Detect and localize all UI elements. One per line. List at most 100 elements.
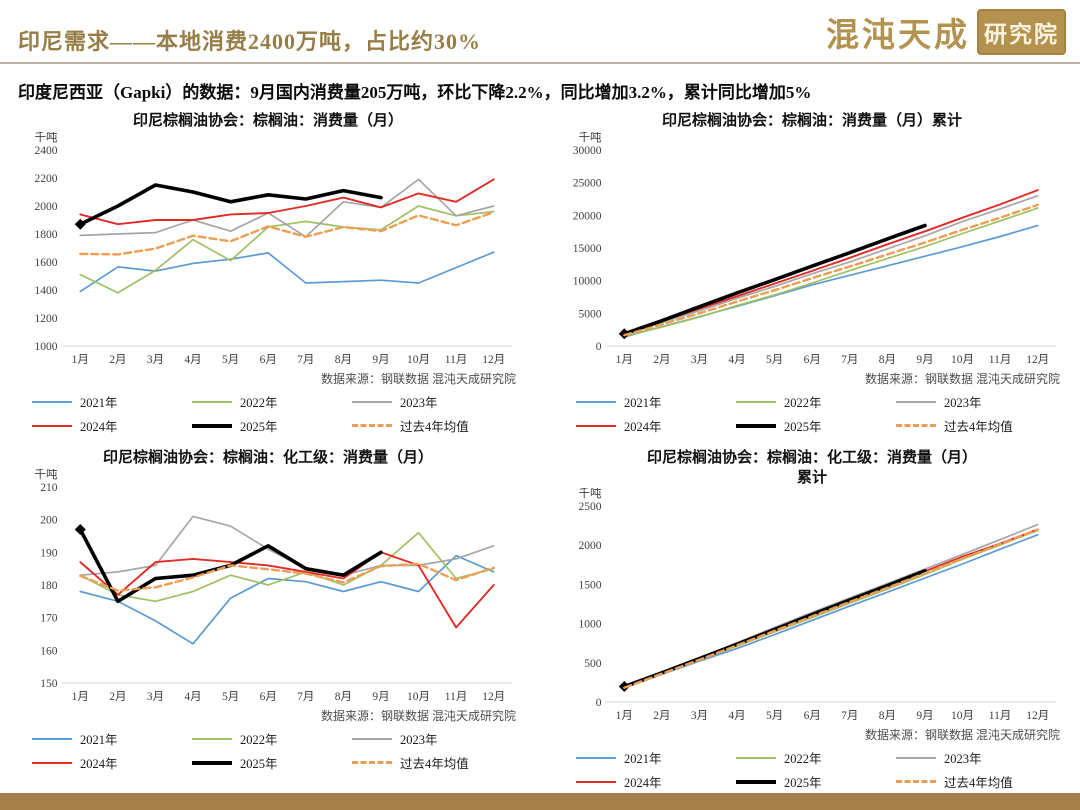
svg-text:10月: 10月 (407, 691, 430, 703)
svg-text:10000: 10000 (573, 276, 602, 288)
svg-text:5月: 5月 (766, 354, 783, 366)
svg-text:10月: 10月 (951, 354, 974, 366)
legend-line-sample (736, 423, 776, 428)
legend-line-sample (352, 400, 392, 403)
svg-text:30000: 30000 (573, 145, 602, 157)
legend-line-sample (736, 756, 776, 759)
svg-text:4月: 4月 (184, 354, 201, 366)
svg-text:9月: 9月 (372, 354, 389, 366)
legend-label: 2022年 (784, 396, 822, 410)
legend-label: 2023年 (944, 752, 982, 766)
svg-text:5月: 5月 (766, 710, 783, 722)
chart-cumulative-consumption: 印尼棕榈油协会：棕榈油：消费量（月）累计 千吨 0 5000 10000 15000 20… (558, 112, 1066, 435)
svg-text:7月: 7月 (841, 354, 858, 366)
svg-text:1500: 1500 (579, 579, 602, 591)
page-title: 印尼需求——本地消费2400万吨，占比约30% (18, 29, 482, 54)
svg-text:千吨: 千吨 (579, 488, 602, 500)
chart-title: 印尼棕榈油协会：棕榈油：化工级：消费量（月） 累计 (646, 450, 977, 486)
legend-line-sample (192, 423, 232, 428)
svg-text:11月: 11月 (445, 691, 468, 703)
legend-item-2022年: 2022年 (192, 392, 344, 411)
legend-item-2023年: 2023年 (896, 748, 1048, 767)
legend-line-sample (576, 400, 616, 403)
legend-item-2025年: 2025年 (736, 772, 888, 791)
svg-text:3月: 3月 (147, 354, 164, 366)
svg-text:20000: 20000 (573, 210, 602, 222)
legend-item-过去4年均值: 过去4年均值 (896, 416, 1048, 435)
legend-line-sample (352, 737, 392, 740)
svg-text:千吨: 千吨 (579, 132, 602, 144)
legend-label: 2021年 (80, 733, 118, 747)
legend-line-sample (896, 756, 936, 759)
svg-text:160: 160 (40, 645, 58, 657)
chart-legend: 2021年 2022年 2023年 2024年 2025年 过去4年均值 (558, 748, 1066, 791)
data-source-note: 数据来源：钢联数据 混沌天成研究院 (864, 372, 1060, 386)
legend-line-sample (896, 780, 936, 783)
svg-text:1月: 1月 (616, 710, 633, 722)
legend-item-2021年: 2021年 (32, 392, 184, 411)
legend-label: 2023年 (400, 733, 438, 747)
legend-label: 过去4年均值 (944, 776, 1013, 790)
svg-text:4月: 4月 (728, 354, 745, 366)
legend-item-2024年: 2024年 (576, 772, 728, 791)
svg-text:190: 190 (40, 547, 58, 559)
svg-text:3月: 3月 (691, 354, 708, 366)
chart-legend: 2021年 2022年 2023年 2024年 2025年 过去4年均值 (558, 392, 1066, 435)
svg-text:6月: 6月 (804, 354, 821, 366)
legend-label: 2021年 (624, 396, 662, 410)
svg-text:7月: 7月 (297, 354, 314, 366)
legend-item-2025年: 2025年 (192, 416, 344, 435)
legend-item-2023年: 2023年 (896, 392, 1048, 411)
svg-text:2500: 2500 (579, 501, 602, 513)
line-chart-svg: 千吨 1000 1200 1400 1600 1800 2000 2200 2400 1月 2月 3月… (35, 132, 513, 366)
line-chart-svg: 千吨 150 160 170 180 190 200 210 1月 2月 3月 4月 5月 6月 7月 8月 9… (35, 469, 513, 703)
svg-text:9月: 9月 (372, 691, 389, 703)
legend-line-sample (576, 756, 616, 759)
svg-text:3月: 3月 (147, 691, 164, 703)
svg-text:0: 0 (596, 341, 602, 353)
svg-text:200: 200 (40, 515, 58, 527)
svg-text:1月: 1月 (72, 354, 89, 366)
legend-item-过去4年均值: 过去4年均值 (896, 772, 1048, 791)
legend-line-sample (32, 400, 72, 403)
svg-text:210: 210 (40, 482, 58, 494)
legend-line-sample (736, 779, 776, 784)
charts-grid: 印尼棕榈油协会：棕榈油：消费量（月） 千吨 1000 1200 1400 1600 180… (14, 112, 1066, 791)
svg-text:150: 150 (40, 678, 58, 690)
legend-item-2022年: 2022年 (736, 748, 888, 767)
svg-text:3月: 3月 (691, 710, 708, 722)
legend-label: 2024年 (624, 420, 662, 434)
chart-legend: 2021年 2022年 2023年 2024年 2025年 过去4年均值 (14, 729, 522, 772)
chart-title: 印尼棕榈油协会：棕榈油：消费量（月）累计 (661, 113, 962, 129)
svg-text:2月: 2月 (109, 691, 126, 703)
legend-item-2025年: 2025年 (736, 416, 888, 435)
svg-text:1400: 1400 (35, 285, 58, 297)
svg-text:4月: 4月 (728, 710, 745, 722)
line-chart-svg: 千吨 0 5000 10000 15000 20000 25000 30000 1月 2月 3月 4月… (573, 132, 1057, 366)
svg-text:500: 500 (584, 658, 602, 670)
legend-item-2024年: 2024年 (32, 753, 184, 772)
svg-text:8月: 8月 (335, 354, 352, 366)
svg-text:1月: 1月 (72, 691, 89, 703)
svg-text:8月: 8月 (335, 691, 352, 703)
header: 印尼需求——本地消费2400万吨，占比约30% 混沌天成 研究院 (0, 0, 1080, 64)
svg-text:4月: 4月 (184, 691, 201, 703)
svg-text:1200: 1200 (35, 313, 58, 325)
legend-label: 2023年 (944, 396, 982, 410)
svg-text:11月: 11月 (989, 354, 1012, 366)
legend-label: 2025年 (240, 757, 278, 771)
svg-text:1000: 1000 (35, 341, 58, 353)
legend-item-2022年: 2022年 (736, 392, 888, 411)
data-source-note: 数据来源：钢联数据 混沌天成研究院 (864, 728, 1060, 742)
legend-item-2024年: 2024年 (32, 416, 184, 435)
chart-title: 印尼棕榈油协会：棕榈油：消费量（月） (132, 113, 403, 129)
legend-label: 过去4年均值 (400, 420, 469, 434)
svg-text:1月: 1月 (616, 354, 633, 366)
svg-text:2000: 2000 (579, 540, 602, 552)
legend-label: 2022年 (784, 752, 822, 766)
data-source-note: 数据来源：钢联数据 混沌天成研究院 (320, 709, 516, 723)
chart-chemical-monthly-consumption: 印尼棕榈油协会：棕榈油：化工级：消费量（月） 千吨 150 160 170 180 190… (14, 449, 522, 791)
svg-text:千吨: 千吨 (35, 469, 58, 481)
svg-text:8月: 8月 (879, 710, 896, 722)
svg-text:12月: 12月 (482, 691, 505, 703)
